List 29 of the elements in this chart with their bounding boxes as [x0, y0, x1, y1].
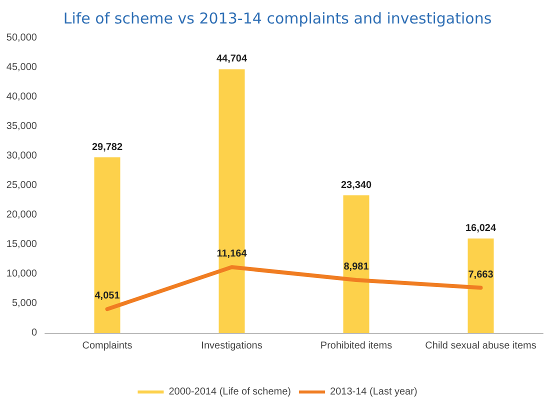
bar — [94, 157, 120, 333]
legend-label: 2000-2014 (Life of scheme) — [168, 386, 292, 398]
data-label: 16,024 — [465, 222, 496, 234]
y-tick-label: 40,000 — [6, 92, 38, 102]
x-tick-label: Child sexual abuse items — [425, 340, 536, 352]
legend-label: 2013-14 (Last year) — [330, 386, 418, 398]
y-tick-label: 10,000 — [6, 268, 38, 280]
chart-title: Life of scheme vs 2013-14 complaints and investigations — [63, 10, 492, 28]
data-label: 7,663 — [468, 269, 494, 280]
y-tick-label: 0 — [31, 328, 38, 338]
y-tick-label: 5,000 — [12, 298, 38, 309]
y-tick-label: 45,000 — [6, 62, 38, 73]
bar — [343, 195, 370, 333]
bar — [218, 69, 245, 333]
y-tick-label: 15,000 — [6, 239, 38, 250]
y-tick-label: 25,000 — [6, 180, 38, 191]
x-tick-label: Complaints — [82, 340, 132, 352]
y-tick-label: 20,000 — [6, 210, 38, 220]
data-label: 44,704 — [216, 54, 248, 65]
x-tick-label: Investigations — [201, 340, 262, 352]
bar — [468, 238, 494, 333]
data-label: 8,981 — [344, 262, 370, 273]
y-tick-label: 35,000 — [6, 121, 38, 132]
x-tick-label: Prohibited items — [320, 340, 392, 352]
y-tick-label: 50,000 — [6, 32, 38, 44]
data-label: 23,340 — [340, 180, 372, 191]
data-label: 29,782 — [92, 142, 123, 153]
data-label: 4,051 — [94, 290, 120, 302]
y-tick-label: 30,000 — [6, 150, 38, 162]
